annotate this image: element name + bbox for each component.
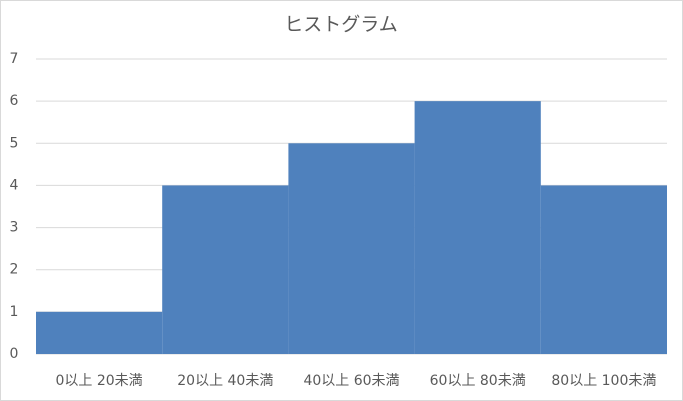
y-tick-label: 6 xyxy=(10,93,19,109)
chart-title: ヒストグラム xyxy=(284,14,397,36)
x-tick-label: 80以上 100未満 xyxy=(551,373,656,389)
labels: 0 1 2 3 4 5 6 7 0以上 20未満 20以上 40未満 40以上 60未満 60以上 8… xyxy=(10,51,657,389)
y-tick-label: 5 xyxy=(10,135,19,151)
x-tick-label: 40以上 60未満 xyxy=(303,373,399,389)
y-tick-label: 2 xyxy=(10,262,19,278)
bar xyxy=(414,101,541,355)
y-tick-label: 1 xyxy=(10,304,19,320)
bar xyxy=(36,311,163,354)
bars xyxy=(36,101,667,355)
y-tick-label: 3 xyxy=(10,220,19,236)
bar xyxy=(288,143,415,354)
y-tick-label: 4 xyxy=(10,177,19,193)
x-tick-label: 60以上 80未満 xyxy=(430,373,526,389)
y-tick-label: 0 xyxy=(10,346,19,362)
x-tick-label: 0以上 20未満 xyxy=(56,373,143,389)
bar xyxy=(162,185,289,354)
bar xyxy=(540,185,667,354)
x-tick-label: 20以上 40未満 xyxy=(177,373,273,389)
y-tick-label: 7 xyxy=(10,51,19,67)
